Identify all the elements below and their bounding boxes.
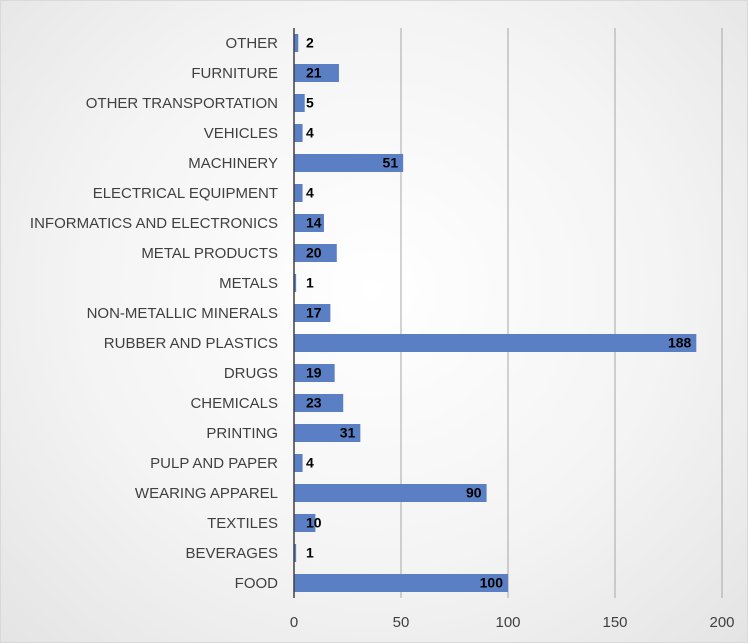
x-tick-label: 100 bbox=[495, 614, 520, 631]
x-tick-label: 50 bbox=[393, 614, 410, 631]
data-label: 17 bbox=[306, 305, 322, 321]
category-label: DRUGS bbox=[224, 365, 278, 382]
bar bbox=[294, 364, 335, 382]
bar bbox=[294, 244, 337, 262]
data-label: 1 bbox=[306, 275, 314, 291]
category-label: METALS bbox=[219, 275, 278, 292]
data-label: 5 bbox=[306, 95, 314, 111]
x-tick-label: 150 bbox=[602, 614, 627, 631]
data-label: 31 bbox=[340, 425, 356, 441]
data-label: 2 bbox=[306, 35, 314, 51]
bar bbox=[294, 514, 316, 532]
x-tick-label: 0 bbox=[290, 614, 298, 631]
category-label: PRINTING bbox=[206, 425, 278, 442]
category-label: PULP AND PAPER bbox=[150, 455, 278, 472]
data-label: 20 bbox=[306, 245, 322, 261]
bar bbox=[294, 64, 339, 82]
bar bbox=[294, 574, 508, 592]
data-label: 21 bbox=[306, 65, 322, 81]
category-label: VEHICLES bbox=[204, 125, 278, 142]
category-label: CHEMICALS bbox=[190, 395, 278, 412]
category-label: TEXTILES bbox=[207, 515, 278, 532]
data-label: 4 bbox=[306, 185, 314, 201]
bar bbox=[294, 454, 303, 472]
data-label: 4 bbox=[306, 125, 314, 141]
bar bbox=[294, 394, 344, 412]
category-label: METAL PRODUCTS bbox=[141, 245, 278, 262]
category-label: ELECTRICAL EQUIPMENT bbox=[93, 185, 278, 202]
bar bbox=[294, 484, 487, 502]
data-label: 188 bbox=[668, 335, 692, 351]
category-label: OTHER bbox=[226, 35, 279, 52]
data-label: 10 bbox=[306, 515, 322, 531]
category-label: OTHER TRANSPORTATION bbox=[86, 95, 278, 112]
bar bbox=[294, 34, 299, 52]
bar bbox=[294, 544, 297, 562]
bar bbox=[294, 214, 324, 232]
category-label: FURNITURE bbox=[191, 65, 278, 82]
bar bbox=[294, 304, 331, 322]
bar bbox=[294, 334, 697, 352]
data-label: 23 bbox=[306, 395, 322, 411]
category-label: INFORMATICS AND ELECTRONICS bbox=[30, 215, 278, 232]
data-label: 51 bbox=[383, 155, 399, 171]
category-label: WEARING APPAREL bbox=[135, 485, 278, 502]
category-label: MACHINERY bbox=[188, 155, 278, 172]
data-label: 19 bbox=[306, 365, 322, 381]
data-label: 90 bbox=[466, 485, 482, 501]
bar bbox=[294, 274, 297, 292]
x-tick-label: 200 bbox=[709, 614, 734, 631]
category-label: RUBBER AND PLASTICS bbox=[104, 335, 278, 352]
bar bbox=[294, 124, 303, 142]
bar bbox=[294, 424, 361, 442]
category-label: BEVERAGES bbox=[185, 545, 278, 562]
data-label: 14 bbox=[306, 215, 322, 231]
bar bbox=[294, 154, 404, 172]
bar bbox=[294, 184, 303, 202]
data-label: 4 bbox=[306, 455, 314, 471]
category-label: NON-METALLIC MINERALS bbox=[87, 305, 278, 322]
bar bbox=[294, 94, 305, 112]
data-label: 100 bbox=[480, 575, 504, 591]
category-label: FOOD bbox=[235, 575, 278, 592]
data-label: 1 bbox=[306, 545, 314, 561]
